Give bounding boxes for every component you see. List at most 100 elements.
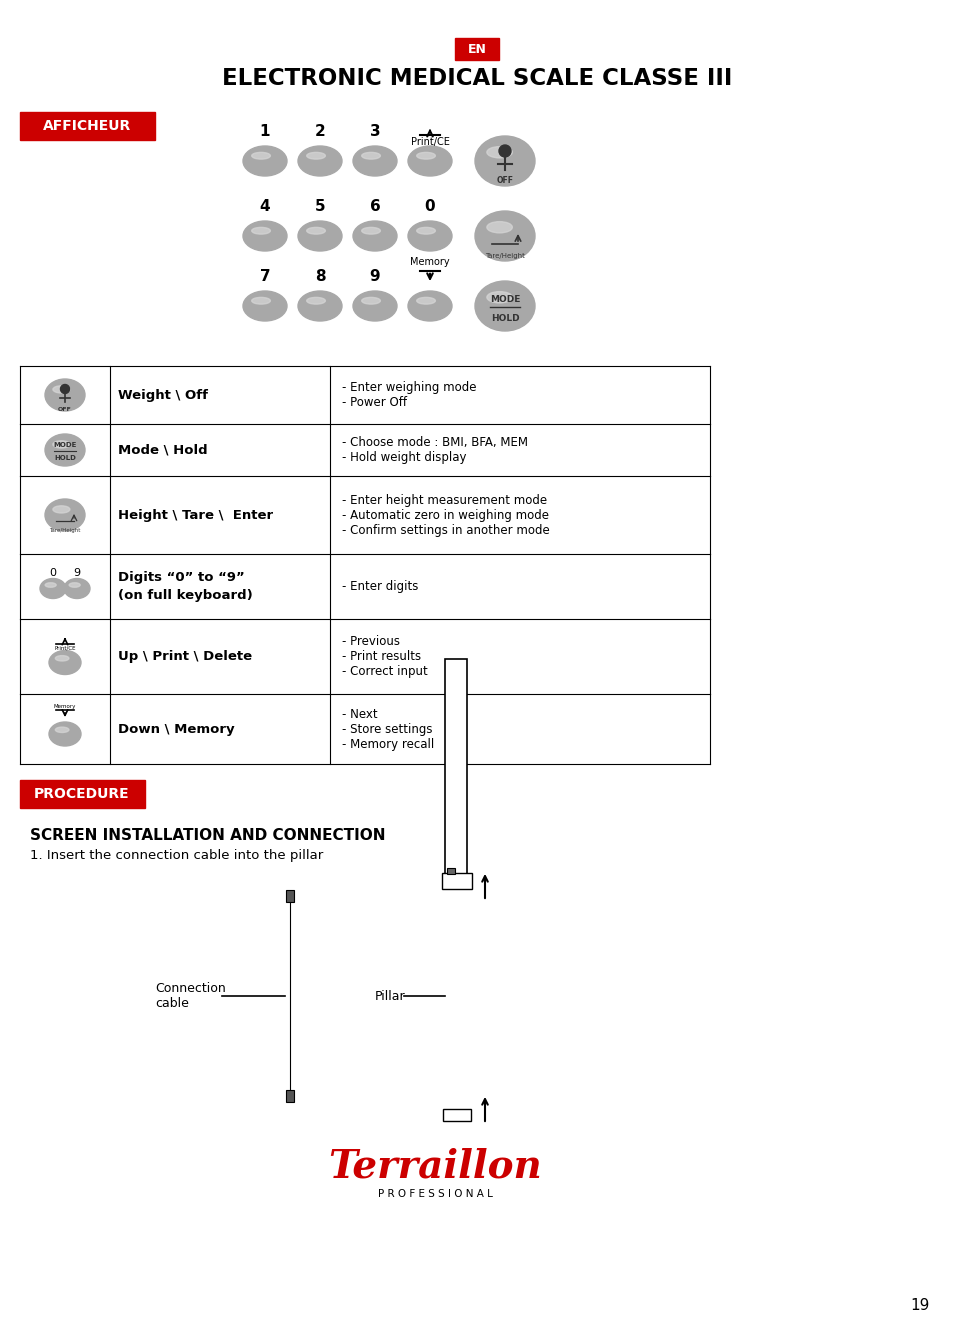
Text: 1: 1	[259, 124, 270, 139]
Text: 8: 8	[314, 269, 325, 283]
Ellipse shape	[306, 298, 325, 305]
Circle shape	[498, 146, 511, 158]
Text: MODE: MODE	[53, 442, 76, 448]
Text: OFF: OFF	[58, 406, 71, 411]
FancyBboxPatch shape	[442, 1109, 471, 1121]
Ellipse shape	[69, 582, 80, 588]
Ellipse shape	[45, 500, 85, 530]
Ellipse shape	[416, 227, 435, 234]
Text: - Confirm settings in another mode: - Confirm settings in another mode	[341, 524, 549, 537]
Text: Mode \ Hold: Mode \ Hold	[118, 444, 208, 457]
Ellipse shape	[353, 291, 396, 321]
Text: Connection
cable: Connection cable	[154, 982, 226, 1010]
Text: Weight \ Off: Weight \ Off	[118, 389, 208, 402]
Text: 9: 9	[73, 568, 80, 577]
Ellipse shape	[55, 727, 69, 732]
Ellipse shape	[40, 578, 66, 599]
Ellipse shape	[486, 147, 512, 158]
Ellipse shape	[361, 227, 380, 234]
Text: (on full keyboard): (on full keyboard)	[118, 589, 253, 603]
Text: Height \ Tare \  Enter: Height \ Tare \ Enter	[118, 509, 273, 521]
FancyBboxPatch shape	[441, 872, 472, 888]
Ellipse shape	[55, 656, 69, 661]
Ellipse shape	[243, 220, 287, 251]
Text: HOLD: HOLD	[54, 456, 76, 461]
Text: Terraillon: Terraillon	[328, 1148, 541, 1185]
Text: HOLD: HOLD	[490, 314, 518, 322]
FancyBboxPatch shape	[455, 37, 498, 60]
Ellipse shape	[297, 291, 341, 321]
Text: Memory: Memory	[410, 257, 450, 267]
Text: 0: 0	[424, 199, 435, 214]
Ellipse shape	[297, 220, 341, 251]
Text: ELECTRONIC MEDICAL SCALE CLASSE III: ELECTRONIC MEDICAL SCALE CLASSE III	[222, 67, 731, 90]
Ellipse shape	[252, 227, 270, 234]
Text: EN: EN	[467, 43, 486, 56]
Text: 9: 9	[370, 269, 380, 283]
Ellipse shape	[416, 152, 435, 159]
FancyBboxPatch shape	[447, 868, 455, 874]
Text: P R O F E S S I O N A L: P R O F E S S I O N A L	[377, 1189, 492, 1198]
Text: 5: 5	[314, 199, 325, 214]
Text: 6: 6	[369, 199, 380, 214]
Ellipse shape	[475, 211, 535, 261]
Ellipse shape	[45, 582, 56, 588]
Text: 3: 3	[370, 124, 380, 139]
Text: Tare/Height: Tare/Height	[50, 528, 81, 533]
Text: - Enter digits: - Enter digits	[341, 580, 418, 593]
Text: 19: 19	[909, 1299, 929, 1313]
Ellipse shape	[306, 227, 325, 234]
Text: 7: 7	[259, 269, 270, 283]
Ellipse shape	[475, 281, 535, 331]
Ellipse shape	[361, 298, 380, 305]
Text: - Next: - Next	[341, 708, 377, 720]
Text: - Store settings: - Store settings	[341, 723, 432, 736]
Text: OFF: OFF	[496, 175, 513, 184]
FancyBboxPatch shape	[286, 1090, 294, 1102]
Ellipse shape	[361, 152, 380, 159]
Text: 2: 2	[314, 124, 325, 139]
FancyBboxPatch shape	[444, 659, 467, 888]
Text: AFFICHEUR: AFFICHEUR	[43, 119, 131, 134]
Text: Up \ Print \ Delete: Up \ Print \ Delete	[118, 651, 252, 663]
Text: Digits “0” to “9”: Digits “0” to “9”	[118, 570, 245, 584]
Text: - Previous: - Previous	[341, 635, 399, 648]
Text: Pillar: Pillar	[375, 990, 405, 1002]
Ellipse shape	[297, 146, 341, 176]
Ellipse shape	[475, 136, 535, 186]
Ellipse shape	[408, 220, 452, 251]
Text: - Power Off: - Power Off	[341, 395, 407, 409]
Text: - Hold weight display: - Hold weight display	[341, 452, 466, 464]
Text: - Enter height measurement mode: - Enter height measurement mode	[341, 493, 547, 506]
Ellipse shape	[52, 441, 70, 448]
Ellipse shape	[353, 220, 396, 251]
Ellipse shape	[486, 222, 512, 232]
Text: Print/CE: Print/CE	[410, 138, 449, 147]
FancyBboxPatch shape	[20, 112, 154, 140]
Text: Print/CE: Print/CE	[54, 645, 75, 651]
Ellipse shape	[49, 721, 81, 745]
Text: 4: 4	[259, 199, 270, 214]
Text: - Print results: - Print results	[341, 651, 420, 663]
FancyBboxPatch shape	[20, 780, 145, 808]
Ellipse shape	[353, 146, 396, 176]
Text: - Correct input: - Correct input	[341, 665, 427, 677]
Ellipse shape	[306, 152, 325, 159]
Text: - Automatic zero in weighing mode: - Automatic zero in weighing mode	[341, 509, 548, 521]
Circle shape	[60, 385, 70, 394]
Ellipse shape	[243, 291, 287, 321]
Text: - Choose mode : BMI, BFA, MEM: - Choose mode : BMI, BFA, MEM	[341, 436, 527, 449]
Ellipse shape	[45, 379, 85, 411]
Text: Memory: Memory	[53, 704, 76, 708]
Ellipse shape	[52, 506, 70, 513]
Ellipse shape	[243, 146, 287, 176]
Text: MODE: MODE	[489, 294, 519, 303]
Ellipse shape	[49, 651, 81, 675]
Text: 1. Insert the connection cable into the pillar: 1. Insert the connection cable into the …	[30, 850, 323, 863]
Ellipse shape	[52, 386, 70, 393]
Ellipse shape	[408, 291, 452, 321]
Ellipse shape	[252, 298, 270, 305]
Ellipse shape	[252, 152, 270, 159]
Text: PROCEDURE: PROCEDURE	[34, 787, 130, 802]
Text: SCREEN INSTALLATION AND CONNECTION: SCREEN INSTALLATION AND CONNECTION	[30, 828, 385, 843]
